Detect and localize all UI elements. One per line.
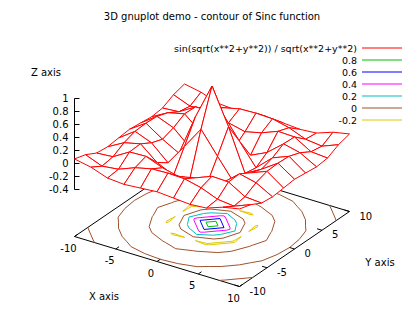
svg-text:0: 0	[305, 248, 311, 259]
svg-text:-0.4: -0.4	[49, 184, 69, 195]
svg-text:0: 0	[148, 268, 154, 279]
svg-text:-0.2: -0.2	[338, 115, 357, 126]
svg-text:-0.2: -0.2	[49, 171, 69, 182]
svg-text:0.4: 0.4	[342, 79, 357, 90]
svg-text:10: 10	[360, 211, 373, 222]
svg-text:-5: -5	[105, 255, 115, 266]
svg-text:Z axis: Z axis	[31, 67, 61, 78]
svg-text:0.4: 0.4	[53, 132, 69, 143]
svg-text:Y axis: Y axis	[364, 257, 394, 268]
svg-text:-10: -10	[60, 243, 76, 254]
svg-text:0: 0	[62, 158, 68, 169]
svg-text:0.6: 0.6	[53, 119, 69, 130]
svg-text:-5: -5	[277, 267, 287, 278]
svg-text:0: 0	[351, 103, 357, 114]
svg-text:0.6: 0.6	[342, 67, 357, 78]
svg-text:sin(sqrt(x**2+y**2)) / sqrt(x*: sin(sqrt(x**2+y**2)) / sqrt(x**2+y**2)	[174, 43, 357, 54]
svg-text:0.8: 0.8	[342, 55, 357, 66]
svg-text:5: 5	[332, 229, 338, 240]
svg-text:0.2: 0.2	[342, 91, 357, 102]
svg-text:3D gnuplot demo - contour of S: 3D gnuplot demo - contour of Sinc functi…	[104, 11, 320, 22]
svg-text:X axis: X axis	[89, 291, 119, 302]
svg-text:10: 10	[227, 293, 240, 304]
svg-text:5: 5	[189, 280, 195, 291]
svg-text:1: 1	[62, 93, 68, 104]
svg-text:0.2: 0.2	[53, 145, 69, 156]
svg-text:0.8: 0.8	[53, 106, 69, 117]
svg-text:-10: -10	[250, 286, 266, 297]
